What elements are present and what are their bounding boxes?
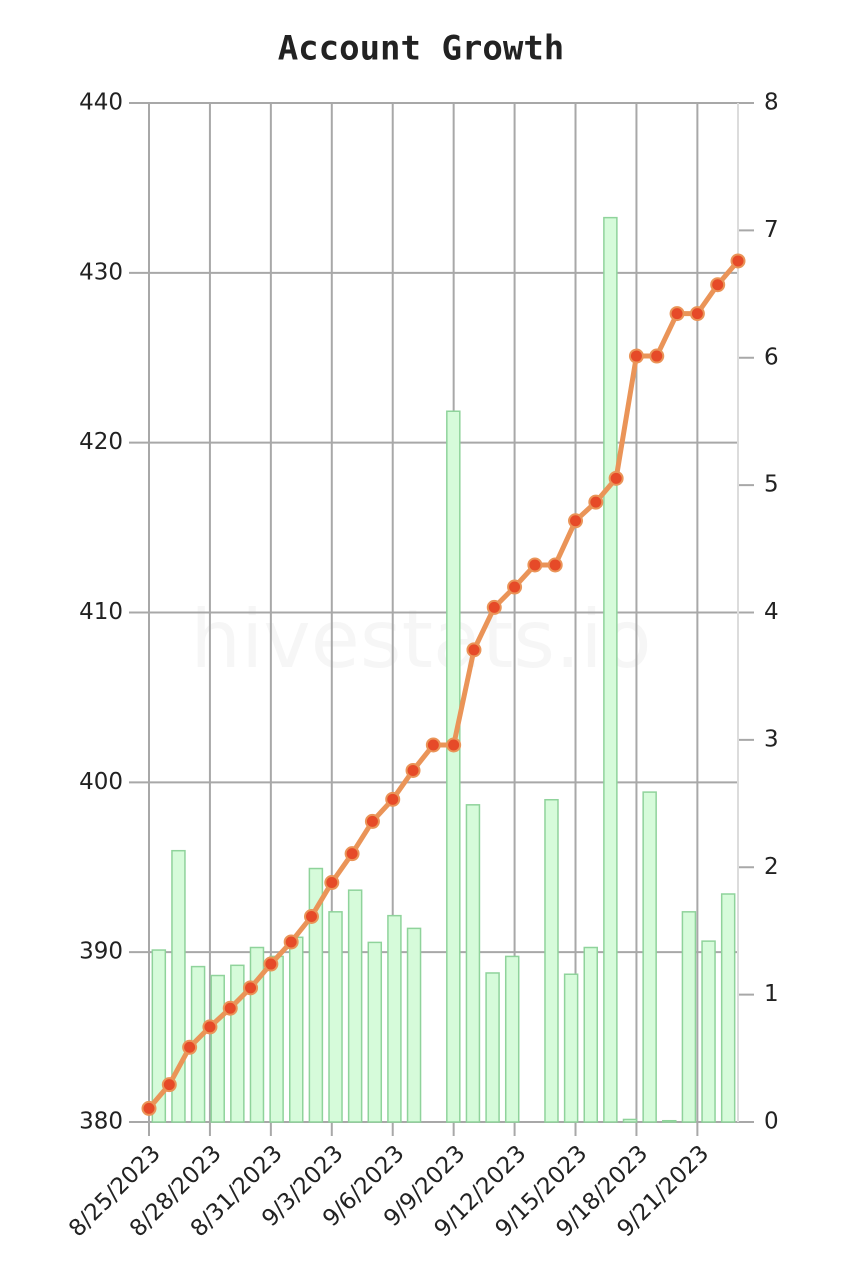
bar [230, 964, 245, 1123]
bar [289, 936, 304, 1123]
bar [269, 955, 284, 1123]
y2-tick-label: 7 [764, 217, 779, 243]
point [283, 934, 299, 950]
point [344, 846, 360, 862]
y2-tick-label: 5 [764, 472, 779, 498]
bar [701, 940, 716, 1123]
point [527, 557, 543, 573]
point [243, 980, 259, 996]
point [730, 253, 746, 269]
bar [681, 911, 697, 1123]
y2-tick-label: 0 [764, 1109, 779, 1135]
chart-title: Account Growth [278, 29, 565, 69]
bar [387, 914, 402, 1123]
point [446, 737, 462, 753]
point [588, 494, 604, 510]
bar [328, 911, 343, 1123]
point [608, 470, 624, 486]
watermark: hivestats.io [190, 593, 651, 686]
point [466, 642, 482, 658]
point [182, 1039, 198, 1055]
y-tick-label: 410 [79, 599, 123, 625]
bar [563, 973, 579, 1123]
y-tick-label: 420 [79, 429, 123, 455]
point [710, 277, 726, 293]
point [303, 909, 319, 925]
bar [347, 889, 363, 1123]
bar [446, 410, 461, 1123]
point [425, 737, 441, 753]
bar [465, 804, 481, 1123]
bar [485, 972, 500, 1123]
point [222, 1000, 238, 1016]
bar [720, 893, 736, 1123]
y-tick-label: 400 [79, 769, 123, 795]
bar [406, 927, 422, 1123]
bar [504, 955, 520, 1123]
y-tick-label: 390 [79, 939, 123, 965]
y-tick-label: 440 [79, 90, 123, 116]
bar [308, 867, 324, 1123]
point [628, 348, 644, 364]
y2-tick-label: 6 [764, 344, 779, 370]
point [161, 1077, 177, 1093]
point [649, 348, 665, 364]
point [364, 813, 380, 829]
point [263, 956, 279, 972]
point [689, 306, 705, 322]
bar [367, 941, 383, 1123]
point [669, 306, 685, 322]
y-tick-label: 430 [79, 259, 123, 285]
point [385, 791, 401, 807]
point [141, 1100, 157, 1116]
y2-tick-label: 4 [764, 599, 779, 625]
y2-tick-label: 2 [764, 854, 779, 880]
point [568, 513, 584, 529]
point [486, 599, 502, 615]
bar [603, 216, 618, 1123]
point [324, 875, 340, 891]
bar [642, 791, 657, 1123]
point [547, 557, 563, 573]
point [405, 762, 421, 778]
y2-tick-label: 1 [764, 981, 779, 1007]
y-tick-label: 380 [79, 1109, 123, 1135]
point [507, 579, 523, 595]
bar [151, 949, 167, 1123]
bar [622, 1118, 638, 1123]
point [202, 1019, 218, 1035]
y2-tick-label: 3 [764, 726, 779, 752]
bar [662, 1119, 677, 1123]
bar [171, 849, 186, 1123]
y2-tick-label: 8 [764, 90, 779, 116]
bar [210, 974, 225, 1123]
bar [544, 798, 559, 1123]
bar [583, 946, 598, 1123]
